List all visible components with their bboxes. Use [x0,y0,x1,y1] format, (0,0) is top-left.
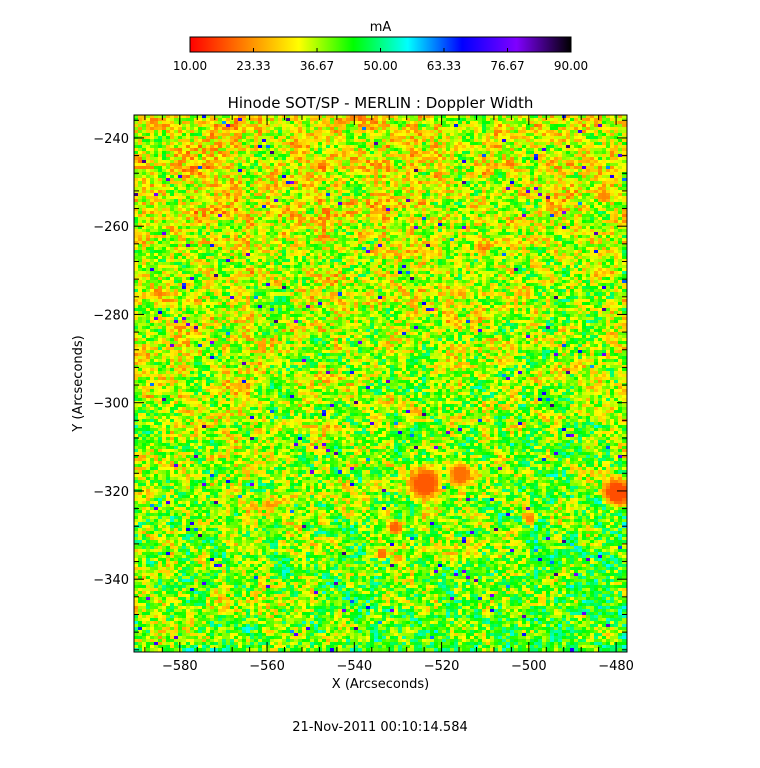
y-tick-label: −240 [93,132,129,147]
y-tick-label: −260 [93,220,129,235]
colorbar-tick-label: 90.00 [554,59,588,73]
y-tick-label: −300 [93,397,129,412]
colorbar-tick-label: 36.67 [300,59,334,73]
colorbar-tick-label: 10.00 [173,59,207,73]
y-tick-label: −320 [93,485,129,500]
x-tick-label: −500 [511,659,547,674]
plot-frame [133,114,628,653]
chart-title: Hinode SOT/SP - MERLIN : Doppler Width [228,94,534,112]
colorbar-tick-label: 63.33 [427,59,461,73]
colorbar: mA 10.00 23.33 36.67 50.00 63.33 76.67 90.00 [173,20,588,73]
x-tick-label: −520 [424,659,460,674]
y-tick-label: −340 [93,573,129,588]
x-axis-label: X (Arcseconds) [332,677,429,692]
x-tick-label: −580 [162,659,198,674]
colorbar-tick-label: 23.33 [236,59,270,73]
colorbar-ticks: 10.00 23.33 36.67 50.00 63.33 76.67 90.00 [173,48,588,73]
colorbar-tick-label: 76.67 [490,59,524,73]
colorbar-tick-label: 50.00 [363,59,397,73]
doppler-width-map [134,115,627,652]
x-tick-label: −480 [598,659,634,674]
y-axis: −240 −260 −280 −300 −320 −340 [93,119,627,651]
x-axis: −580 −560 −540 −520 −500 −480 [144,115,634,674]
observation-timestamp: 21-Nov-2011 00:10:14.584 [292,720,468,735]
x-tick-label: −540 [336,659,372,674]
y-axis-label: Y (Arcseconds) [71,335,86,432]
colorbar-label: mA [370,20,392,35]
y-tick-label: −280 [93,308,129,323]
x-tick-label: −560 [249,659,285,674]
